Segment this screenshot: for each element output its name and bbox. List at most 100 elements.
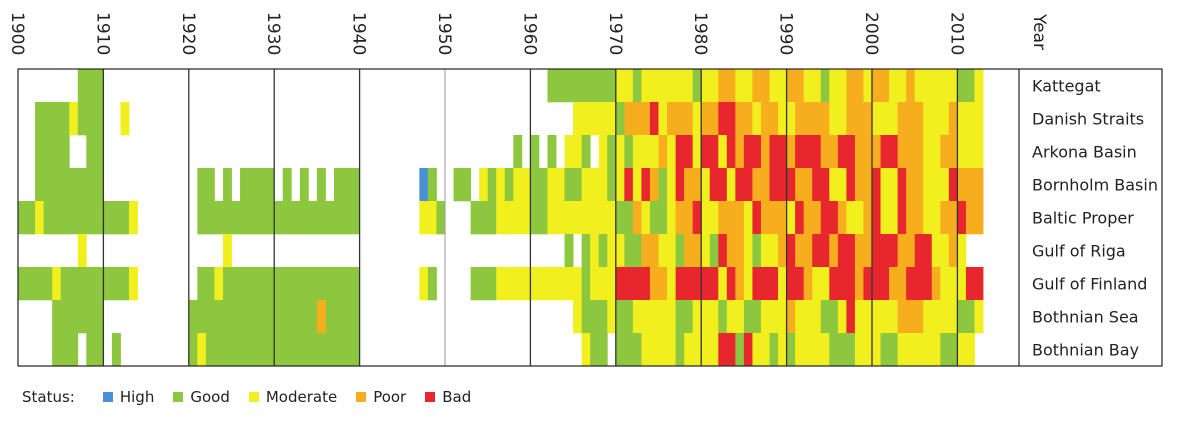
cell-gulf-of-finland-1980-1982 [701,267,719,301]
cell-bothnian-bay-1908-1910 [86,333,104,367]
cell-bornholm-basin-1926-1930 [240,168,275,202]
cell-bothnian-bay-1982-1984 [718,333,736,367]
cell-baltic-proper-1972-1973 [632,201,642,235]
cell-bothnian-sea-1920-1921 [188,300,198,334]
cell-bothnian-sea-1983-1985 [726,300,745,334]
cell-baltic-proper-2001-2003 [880,201,899,235]
cell-baltic-proper-1913-1914 [129,201,138,235]
cell-gulf-of-riga-1989-1990 [778,234,787,268]
cell-danish-straits-1986-1987 [752,102,762,136]
cell-baltic-proper-1949-1950 [436,201,446,235]
cell-baltic-proper-2003-2004 [897,201,907,235]
cell-bothnian-bay-1991-1995 [795,333,830,367]
cell-baltic-proper-1982-1985 [718,201,745,235]
cell-gulf-of-riga-1971-1973 [624,234,642,268]
cell-baltic-proper-1909-1913 [94,201,130,235]
row-label-kattegat: Kattegat [1032,77,1101,96]
cell-danish-straits-1982-1984 [718,102,736,136]
cell-arkona-basin-1990-1991 [786,135,796,169]
cell-bothnian-bay-1920-1921 [188,333,198,367]
cell-arkona-basin-1979-1980 [692,135,702,169]
cell-danish-straits-1987-1989 [760,102,779,136]
cell-bothnian-bay-2010-2012 [957,333,975,367]
cell-bothnian-bay-1995-1998 [829,333,856,367]
cell-bothnian-bay-1904-1907 [52,333,79,367]
cell-bornholm-basin-1971-1972 [624,168,634,202]
cell-baltic-proper-1977-1979 [675,201,694,235]
cell-bothnian-sea-1974-1977 [649,300,676,334]
cell-bothnian-bay-1966-1967 [581,333,591,367]
cell-gulf-of-finland-1982-1983 [718,267,728,301]
cell-baltic-proper-1900-1902 [18,201,36,235]
row-label-gulf-of-riga: Gulf of Riga [1032,242,1126,261]
cell-arkona-basin-1970-1971 [615,135,625,169]
cell-kattegat-1973-1979 [641,69,694,103]
cell-bothnian-sea-1935-1936 [316,300,326,334]
cell-baltic-proper-2000-2001 [872,201,881,235]
cell-bornholm-basin-2004-2006 [906,168,924,202]
row-label-danish-straits: Danish Straits [1032,110,1144,129]
cell-bornholm-basin-1995-1997 [829,168,847,202]
legend-swatch-moderate [248,392,259,402]
cell-gulf-of-riga-1986-1987 [752,234,762,268]
cell-arkona-basin-2008-2010 [940,135,958,169]
cell-baltic-proper-1970-1972 [615,201,634,235]
cell-baltic-proper-1992-1994 [803,201,822,235]
cell-bothnian-bay-1988-1989 [769,333,779,367]
x-axis-label: Year [1029,13,1049,50]
x-tick-2000: 2000 [861,12,881,55]
row-label-bothnian-bay: Bothnian Bay [1032,341,1139,360]
cell-danish-straits-1902-1906 [35,102,70,136]
cell-gulf-of-finland-1948-1949 [427,267,437,301]
cell-bothnian-sea-1998-2001 [854,300,881,334]
cell-kattegat-1979-1980 [692,69,702,103]
cell-arkona-basin-2003-2006 [897,135,924,169]
cell-bornholm-basin-1902-1910 [35,168,104,202]
cell-danish-straits-1979-1980 [692,102,702,136]
cell-gulf-of-riga-1964-1965 [564,234,574,268]
cell-gulf-of-finland-1956-1966 [496,267,583,301]
cell-bornholm-basin-1957-1958 [504,168,514,202]
cell-bornholm-basin-1976-1977 [667,168,676,202]
row-label-baltic-proper: Baltic Proper [1032,209,1134,228]
cell-arkona-basin-1960-1961 [530,135,540,169]
cell-bothnian-sea-1969-1970 [607,300,617,334]
cell-bornholm-basin-1986-1988 [752,168,770,202]
cell-bothnian-sea-1972-1974 [632,300,651,334]
cell-gulf-of-riga-1907-1908 [77,234,87,268]
cell-arkona-basin-1988-1990 [769,135,787,169]
cell-danish-straits-1980-1982 [701,102,719,136]
cell-bothnian-sea-1987-1990 [760,300,787,334]
cell-kattegat-1982-1984 [718,69,736,103]
cell-gulf-of-finland-1983-1984 [726,267,736,301]
cell-arkona-basin-1985-1987 [743,135,762,169]
cell-bornholm-basin-1966-1969 [581,168,608,202]
cell-gulf-of-riga-1993-1995 [812,234,830,268]
cell-bothnian-sea-2001-2003 [880,300,899,334]
legend-label-moderate: Moderate [265,388,338,406]
cell-bornholm-basin-1933-1934 [299,168,309,202]
cell-arkona-basin-1994-1996 [820,135,839,169]
cell-danish-straits-1997-2000 [846,102,873,136]
cell-bornholm-basin-1983-1984 [726,168,736,202]
cell-bothnian-bay-1921-1922 [197,333,207,367]
cell-bornholm-basin-1970-1971 [615,168,625,202]
cell-gulf-of-riga-1991-1993 [795,234,813,268]
cell-danish-straits-2006-2009 [923,102,950,136]
cell-gulf-of-finland-1900-1904 [18,267,53,301]
cell-gulf-of-riga-1975-1977 [658,234,676,268]
cell-danish-straits-1984-1986 [735,102,753,136]
cell-bornholm-basin-1984-1986 [735,168,753,202]
cell-bornholm-basin-1975-1976 [658,168,668,202]
cell-bothnian-sea-1970-1972 [615,300,634,334]
cell-danish-straits-1965-1970 [573,102,617,136]
legend-label-bad: Bad [442,388,472,406]
cell-bornholm-basin-2010-2013 [957,168,984,202]
legend-swatch-bad [425,392,436,402]
cell-arkona-basin-1977-1979 [675,135,694,169]
cell-gulf-of-riga-1987-1989 [760,234,779,268]
cell-gulf-of-finland-2011-2013 [965,267,984,301]
cell-bothnian-bay-1922-1940 [205,333,360,367]
cell-kattegat-1980-1982 [701,69,719,103]
cell-danish-straits-2000-2003 [872,102,899,136]
